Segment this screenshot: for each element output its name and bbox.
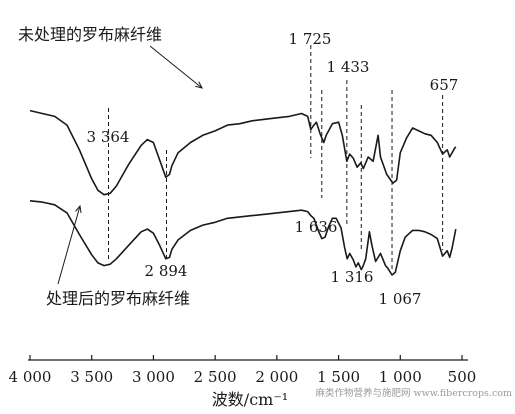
x-tick-label: 3 000 <box>132 368 175 386</box>
peak-label: 1 067 <box>379 290 422 308</box>
x-tick-label: 500 <box>448 368 477 386</box>
spectrum-line-untreated <box>29 109 457 196</box>
series-label-treated: 处理后的罗布麻纤维 <box>46 289 190 308</box>
peak-label: 657 <box>430 76 459 94</box>
x-tick-label: 1 000 <box>379 368 422 386</box>
watermark: 麻类作物营养与施肥网 www.fibercrops.com <box>316 387 513 399</box>
x-tick-label: 2 500 <box>194 368 237 386</box>
x-tick-label: 2 000 <box>255 368 298 386</box>
peak-labels: 3 364 2 894 1 725 1 433 657 1 636 1 316 1 067 <box>87 30 459 308</box>
x-axis-ticks: 4 000 3 500 3 000 2 500 2 000 1 500 1 000 500 <box>9 355 477 386</box>
spectrum-curves <box>29 109 457 276</box>
label-arrows <box>57 45 203 285</box>
spectrum-line-treated <box>29 200 457 276</box>
peak-label: 3 364 <box>87 128 130 146</box>
peak-label: 2 894 <box>145 262 188 280</box>
peak-label: 1 433 <box>327 58 370 76</box>
arrow-treated-head <box>75 204 82 213</box>
peak-label: 1 636 <box>295 218 338 236</box>
x-tick-label: 4 000 <box>9 368 52 386</box>
arrow-untreated <box>149 45 203 89</box>
series-label-untreated: 未处理的罗布麻纤维 <box>18 25 162 44</box>
x-axis-title: 波数/cm⁻¹ <box>212 390 288 409</box>
x-tick-label: 3 500 <box>70 368 113 386</box>
peak-label: 1 725 <box>289 30 332 48</box>
peak-label: 1 316 <box>331 268 374 286</box>
arrow-treated <box>57 205 81 285</box>
arrow-untreated-head <box>195 81 203 89</box>
x-tick-label: 1 500 <box>317 368 360 386</box>
